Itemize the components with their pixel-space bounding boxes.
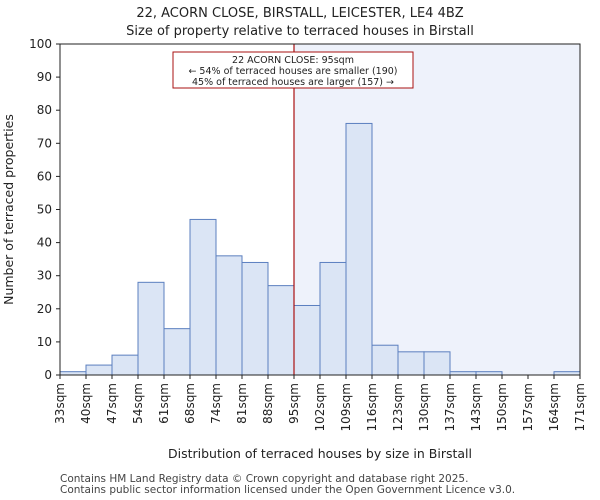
- x-tick-label: 123sqm: [391, 383, 405, 431]
- x-axis-label: Distribution of terraced houses by size …: [168, 446, 472, 461]
- x-tick-label: 88sqm: [261, 383, 275, 424]
- y-tick-label: 90: [37, 70, 52, 84]
- x-tick-label: 130sqm: [417, 383, 431, 431]
- bar: [137, 281, 165, 376]
- annotation-line1: 22 ACORN CLOSE: 95sqm: [232, 55, 354, 66]
- x-tick-label: 74sqm: [209, 383, 223, 424]
- bar: [293, 304, 321, 376]
- x-tick-label: 81sqm: [235, 383, 249, 424]
- x-tick-label: 137sqm: [443, 383, 457, 431]
- x-tick-label: 157sqm: [521, 383, 535, 431]
- y-tick-label: 100: [29, 37, 52, 51]
- x-tick-label: 95sqm: [287, 383, 301, 424]
- y-axis-label: Number of terraced properties: [1, 114, 16, 305]
- x-tick-label: 54sqm: [131, 383, 145, 424]
- bar: [215, 255, 243, 376]
- x-tick-label: 68sqm: [183, 383, 197, 424]
- x-tick-label: 109sqm: [339, 383, 353, 431]
- x-tick-label: 171sqm: [573, 383, 587, 431]
- annotation-line3: 45% of terraced houses are larger (157) …: [192, 77, 394, 88]
- x-tick-label: 116sqm: [365, 383, 379, 431]
- bar: [189, 218, 217, 376]
- y-tick-label: 40: [37, 236, 52, 250]
- x-tick-label: 143sqm: [469, 383, 483, 431]
- x-tick-label: 47sqm: [105, 383, 119, 424]
- x-tick-label: 164sqm: [547, 383, 561, 431]
- annotation-box: [172, 51, 414, 89]
- bar: [345, 122, 373, 376]
- annotation-line2: ← 54% of terraced houses are smaller (19…: [188, 66, 397, 77]
- x-tick-label: 150sqm: [495, 383, 509, 431]
- y-tick-label: 0: [44, 368, 52, 382]
- bar: [319, 261, 347, 376]
- y-tick-label: 70: [37, 136, 52, 150]
- bar: [267, 285, 295, 376]
- y-tick-label: 10: [37, 335, 52, 349]
- y-tick-label: 80: [37, 103, 52, 117]
- x-tick-label: 61sqm: [157, 383, 171, 424]
- bar: [241, 261, 269, 376]
- bar: [111, 354, 139, 376]
- bar: [397, 351, 425, 376]
- chart-title-line1: 22, ACORN CLOSE, BIRSTALL, LEICESTER, LE…: [136, 6, 464, 21]
- y-tick-label: 30: [37, 269, 52, 283]
- chart-title-line2: Size of property relative to terraced ho…: [126, 24, 474, 39]
- x-tick-label: 102sqm: [313, 383, 327, 431]
- bar: [85, 364, 113, 376]
- bar: [163, 328, 191, 376]
- footer-line2: Contains public sector information licen…: [60, 484, 516, 496]
- x-tick-label: 33sqm: [53, 383, 67, 424]
- bar: [423, 351, 451, 376]
- y-tick-label: 50: [37, 203, 52, 217]
- y-tick-label: 20: [37, 302, 52, 316]
- footer-line1: Contains HM Land Registry data © Crown c…: [60, 473, 469, 485]
- y-tick-label: 60: [37, 169, 52, 183]
- bar: [371, 344, 399, 376]
- x-tick-label: 40sqm: [79, 383, 93, 424]
